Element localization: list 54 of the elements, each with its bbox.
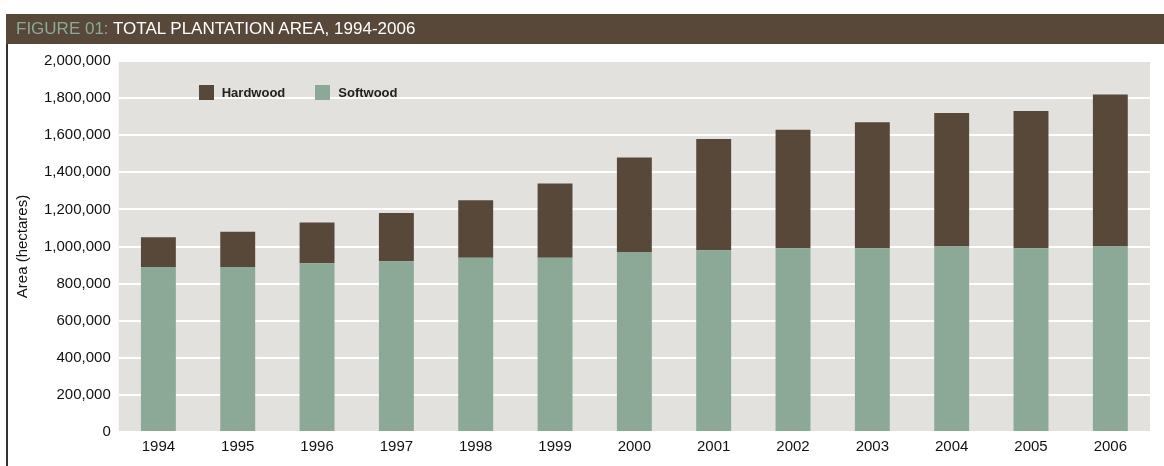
x-tick-label: 2003 xyxy=(855,437,890,455)
y-tick-label: 1,800,000 xyxy=(44,88,111,106)
legend-label: Hardwood xyxy=(221,85,286,100)
bar xyxy=(1013,111,1049,249)
bar xyxy=(696,250,732,431)
bar xyxy=(140,266,176,431)
y-tick-label: 600,000 xyxy=(56,310,111,328)
bar xyxy=(696,138,732,251)
bar xyxy=(616,157,652,253)
bar xyxy=(775,129,811,249)
y-tick-label: 2,000,000 xyxy=(44,51,111,69)
bar xyxy=(775,248,811,431)
bar xyxy=(458,257,494,431)
y-tick-label: 1,400,000 xyxy=(44,162,111,180)
legend-label: Softwood xyxy=(338,85,398,100)
x-tick-label: 2000 xyxy=(617,437,652,455)
bar xyxy=(854,122,890,249)
bar xyxy=(537,183,573,258)
bar xyxy=(220,266,256,431)
x-tick-label: 2005 xyxy=(1014,437,1048,455)
bar xyxy=(854,248,890,431)
bar xyxy=(378,213,414,262)
x-tick-label: 1994 xyxy=(141,437,176,455)
y-tick-label: 0 xyxy=(102,422,111,440)
bar xyxy=(537,257,573,431)
y-tick-label: 1,200,000 xyxy=(44,199,111,217)
y-tick-label: 1,600,000 xyxy=(44,125,111,143)
y-tick-label: 800,000 xyxy=(56,273,111,291)
x-tick-label: 2002 xyxy=(776,437,810,455)
bar xyxy=(1092,246,1128,431)
bar xyxy=(140,237,176,267)
x-tick-label: 1997 xyxy=(379,437,414,455)
bar xyxy=(378,261,414,431)
x-tick-label: 2004 xyxy=(934,437,969,455)
x-tick-label: 1995 xyxy=(221,437,255,455)
bar xyxy=(1013,248,1049,431)
x-tick-label: 1999 xyxy=(538,437,572,455)
chart-title: FIGURE 01: TOTAL PLANTATION AREA, 1994-2006 xyxy=(6,14,1164,44)
x-tick-label: 2001 xyxy=(697,437,731,455)
bar xyxy=(1092,94,1128,247)
bar xyxy=(299,222,335,264)
x-tick-label: 1996 xyxy=(300,437,334,455)
bar xyxy=(458,200,494,258)
bar xyxy=(934,112,970,247)
y-axis-title: Area (hectares) xyxy=(13,194,31,299)
y-tick-label: 400,000 xyxy=(56,347,111,365)
y-tick-label: 200,000 xyxy=(56,385,111,403)
bar xyxy=(299,263,335,431)
bar xyxy=(220,231,256,267)
x-tick-label: 2006 xyxy=(1093,437,1128,455)
bar xyxy=(934,246,970,431)
y-tick-label: 1,000,000 xyxy=(44,236,111,254)
x-tick-label: 1998 xyxy=(459,437,493,455)
bar xyxy=(616,252,652,431)
